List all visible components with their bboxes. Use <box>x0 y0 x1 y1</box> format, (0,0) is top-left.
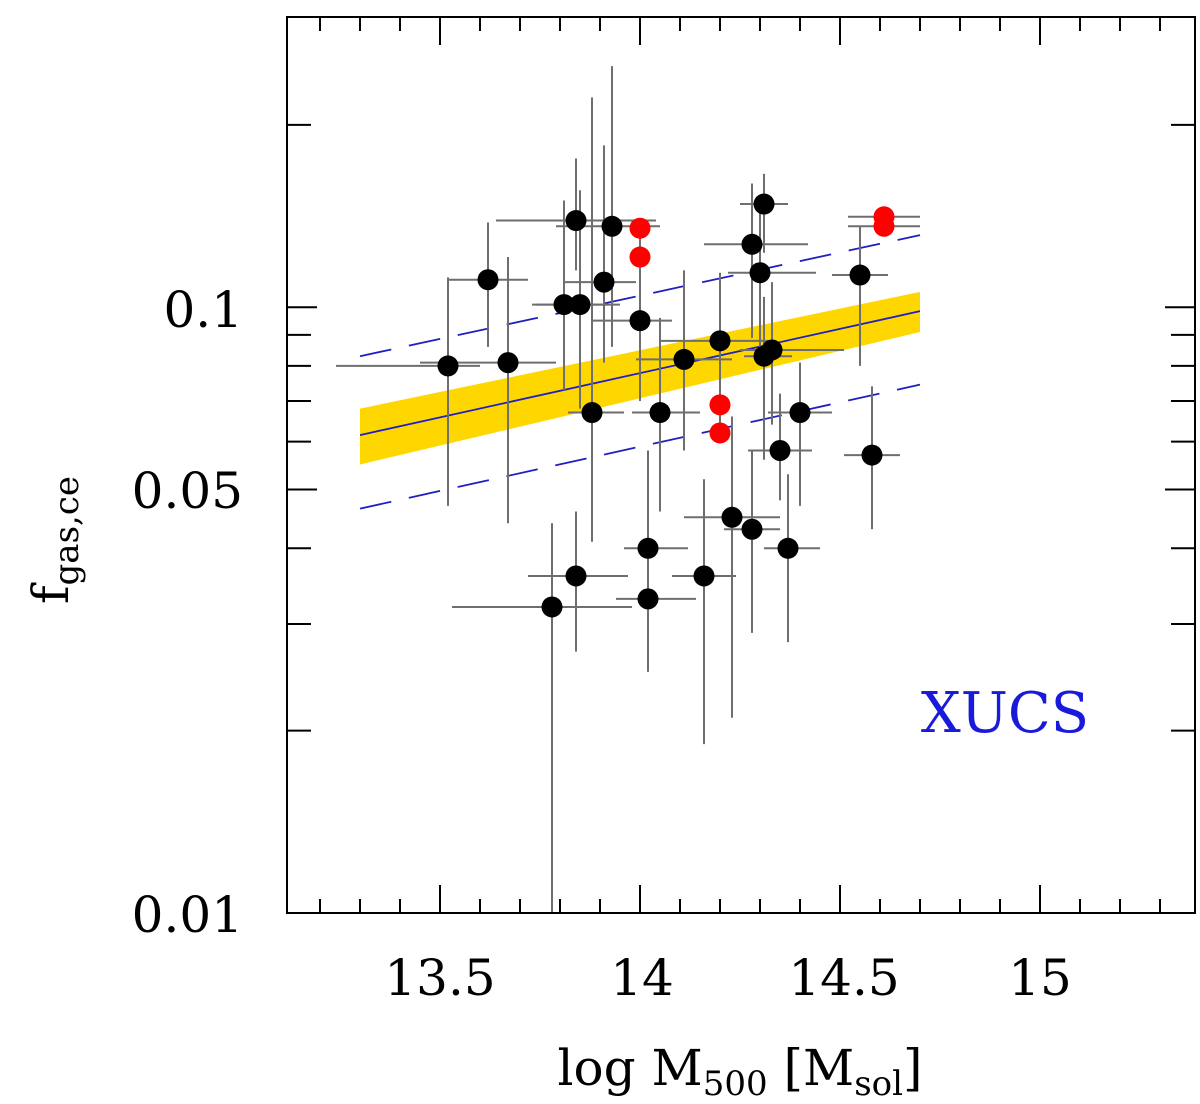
x-tick-label: 15 <box>1008 949 1072 1007</box>
data-point <box>637 588 659 610</box>
data-point <box>553 294 575 316</box>
x-tick-label: 14.5 <box>788 949 899 1007</box>
x-tick-labels: 13.5 14 14.5 15 <box>384 949 1071 1007</box>
data-point <box>761 339 783 361</box>
y-tick-label: 0.05 <box>132 462 243 520</box>
axis-ticks <box>287 17 1195 913</box>
highlighted-data-point <box>873 215 895 237</box>
plot-frame <box>286 16 1196 914</box>
highlighted-data-point <box>709 394 731 416</box>
x-axis-title-unit-sub: sol <box>854 1064 903 1104</box>
data-point <box>629 310 651 332</box>
data-point <box>649 402 671 424</box>
points-layer <box>437 193 895 618</box>
data-point <box>565 565 587 587</box>
data-point <box>477 269 499 291</box>
data-point <box>741 518 763 540</box>
data-point <box>673 348 695 370</box>
data-point <box>741 233 763 255</box>
data-point <box>497 352 519 374</box>
highlighted-data-point <box>629 246 651 268</box>
x-axis-title-bracket-close: ] <box>903 1039 923 1097</box>
data-point <box>601 215 623 237</box>
axes-frame <box>286 16 1196 914</box>
highlighted-data-point <box>709 422 731 444</box>
data-point <box>569 294 591 316</box>
data-point <box>753 193 775 215</box>
x-tick-label: 14 <box>610 949 674 1007</box>
y-tick-label: 0.1 <box>163 281 243 339</box>
data-point <box>593 271 615 293</box>
data-point <box>789 402 811 424</box>
data-point <box>437 355 459 377</box>
x-axis-title-main: log M <box>557 1039 702 1097</box>
data-point <box>769 440 791 462</box>
x-axis-title-sub: 500 <box>703 1064 768 1104</box>
data-point <box>541 596 563 618</box>
data-point <box>749 262 771 284</box>
data-point <box>693 565 715 587</box>
data-point <box>565 210 587 232</box>
highlighted-data-point <box>629 217 651 239</box>
y-axis-title-sub: gas,ce <box>47 476 87 585</box>
x-tick-label: 13.5 <box>384 949 495 1007</box>
data-point <box>777 537 799 559</box>
data-point <box>861 444 883 466</box>
y-tick-labels: 0.01 0.05 0.1 <box>132 281 243 944</box>
x-axis-title: log M500 [Msol] <box>557 1039 922 1104</box>
y-axis-title-main: f <box>22 582 80 604</box>
data-point <box>709 330 731 352</box>
scatter-lower-line <box>359 383 921 510</box>
data-point <box>637 537 659 559</box>
y-axis-title: fgas,ce <box>22 476 87 604</box>
y-tick-label: 0.01 <box>132 886 243 944</box>
data-point <box>721 506 743 528</box>
x-axis-title-bracket: [M <box>768 1039 855 1097</box>
scatter-upper-line <box>359 234 921 358</box>
data-point <box>849 264 871 286</box>
data-point <box>581 402 603 424</box>
errorbar-layer <box>336 66 920 913</box>
dataset-annotation: XUCS <box>921 681 1089 746</box>
